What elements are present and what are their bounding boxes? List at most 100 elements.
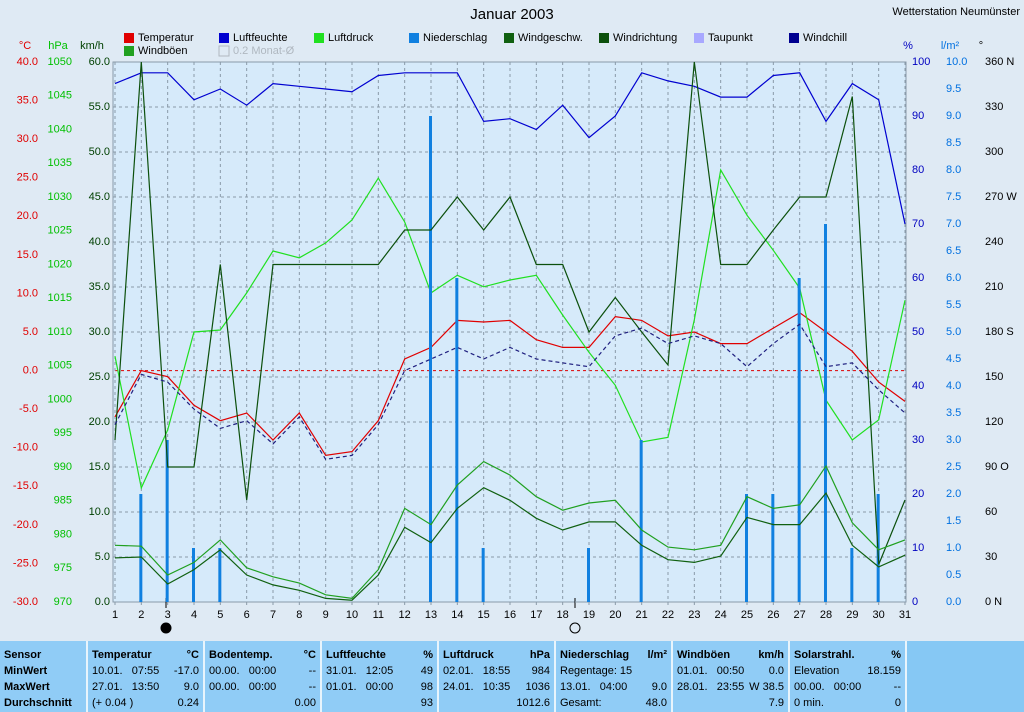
y-tick-label: 10.0 <box>17 287 38 299</box>
stat-value: 0.00 <box>294 697 316 709</box>
y-tick-label: 90 <box>912 110 924 122</box>
stat-cell: Elevation 18.159 <box>794 663 901 679</box>
stat-text: 01.01. 00:00 <box>326 681 394 693</box>
stat-cell: Gesamt: 48.0 <box>560 695 667 711</box>
legend-swatch <box>218 45 230 57</box>
axis-unit: % <box>903 40 913 52</box>
y-tick-label: 1000 <box>48 393 72 405</box>
stat-value: 98 <box>420 681 433 693</box>
axis-unit: ° <box>979 40 983 52</box>
y-tick-label: -10.0 <box>13 442 38 454</box>
y-tick-label: 2.5 <box>946 461 961 473</box>
y-tick-label: 1030 <box>48 191 72 203</box>
y-tick-label: 25.0 <box>89 371 110 383</box>
precip-bar <box>797 278 801 602</box>
x-tick-label: 27 <box>794 609 806 621</box>
y-tick-label: 360 N <box>985 56 1014 68</box>
x-tick-label: 23 <box>688 609 700 621</box>
stat-cell: 27.01. 13:50 9.0 <box>92 679 199 695</box>
x-tick-label: 19 <box>583 609 595 621</box>
y-tick-label: 3.0 <box>946 434 961 446</box>
precip-bar <box>639 440 643 602</box>
y-tick-label: 1.0 <box>946 542 961 554</box>
stat-value: 93 <box>420 697 433 709</box>
x-tick-label: 26 <box>767 609 779 621</box>
x-tick-label: 21 <box>636 609 648 621</box>
stat-cell: 7.9 <box>677 695 784 711</box>
y-tick-label: 7.5 <box>946 191 961 203</box>
y-tick-label: 985 <box>54 495 72 507</box>
y-tick-label: 210 <box>985 281 1003 293</box>
stat-value: 984 <box>531 665 550 677</box>
y-tick-label: 970 <box>54 596 72 608</box>
legend-label: Windgeschw. <box>518 32 583 44</box>
stat-column: Niederschlag l/m² Regentage: 15 13.01. 04:0… <box>556 641 673 712</box>
y-tick-label: 55.0 <box>89 101 110 113</box>
y-tick-label: 30.0 <box>17 133 38 145</box>
precip-bar <box>771 494 775 602</box>
stat-text: 00.00. 00:00 <box>794 681 862 693</box>
stat-value: W 38.5 <box>749 681 784 693</box>
legend-swatch <box>504 33 514 43</box>
y-tick-label: 1020 <box>48 258 72 270</box>
stat-cell: (+ 0.04 ) 0.24 <box>92 695 199 711</box>
column-title: Bodentemp. <box>209 649 273 661</box>
y-tick-label: 60 <box>985 506 997 518</box>
stat-column: Bodentemp. °C 00.00. 00:00 -- 00.00. 00:00 --… <box>205 641 322 712</box>
x-tick-label: 10 <box>346 609 358 621</box>
stat-cell: 01.01. 00:00 98 <box>326 679 433 695</box>
y-tick-label: 15.0 <box>89 461 110 473</box>
column-header: Temperatur °C <box>92 647 199 663</box>
precip-bar <box>165 440 169 602</box>
stat-column: Luftdruck hPa 02.01. 18:55 984 24.01. 10:35 1… <box>439 641 556 712</box>
legend-label: Taupunkt <box>708 32 753 44</box>
legend-label: Windböen <box>138 45 188 57</box>
series-line <box>114 311 906 457</box>
x-tick-label: 9 <box>323 609 329 621</box>
stat-cell: 00.00. 00:00 -- <box>209 663 316 679</box>
series-line <box>114 323 906 460</box>
y-tick-label: 20.0 <box>17 210 38 222</box>
stat-value: 0 <box>894 697 901 709</box>
precip-bar <box>745 494 748 602</box>
y-tick-label: 40 <box>912 380 924 392</box>
stat-column: Luftfeuchte% 31.01. 12:05 49 01.01. 00:00 98… <box>322 641 439 712</box>
stat-value: 0.0 <box>768 665 784 677</box>
legend-swatch <box>409 33 419 43</box>
x-tick-label: 15 <box>478 609 490 621</box>
x-tick-label: 20 <box>609 609 621 621</box>
y-tick-label: 35.0 <box>17 94 38 106</box>
y-tick-label: 1015 <box>48 292 72 304</box>
stat-cell: 0.00 <box>209 695 316 711</box>
precip-bar <box>139 494 143 602</box>
y-tick-label: 60 <box>912 272 924 284</box>
legend-swatch <box>694 33 704 43</box>
series-line <box>114 460 906 600</box>
stat-value: -- <box>308 681 316 693</box>
y-tick-label: 0 N <box>985 596 1002 608</box>
precip-bar <box>850 548 854 602</box>
y-tick-label: 5.0 <box>23 326 38 338</box>
column-title: Temperatur <box>92 649 152 661</box>
y-tick-label: 20 <box>912 488 924 500</box>
stat-value: 1012.6 <box>516 697 550 709</box>
y-tick-label: -30.0 <box>13 596 38 608</box>
legend-label: Luftdruck <box>328 32 374 44</box>
x-tick-label: 3 <box>165 609 171 621</box>
y-tick-label: 2.0 <box>946 488 961 500</box>
series-line <box>114 486 906 601</box>
y-tick-label: 80 <box>912 164 924 176</box>
column-unit: hPa <box>529 649 550 661</box>
stat-value: 48.0 <box>645 697 667 709</box>
y-tick-label: -25.0 <box>13 557 38 569</box>
y-tick-label: 270 W <box>985 191 1017 203</box>
stat-value: 1036 <box>525 681 550 693</box>
stat-value: 18.159 <box>867 665 901 677</box>
y-tick-label: 5.0 <box>946 326 961 338</box>
column-header: Windböen km/h <box>677 647 784 663</box>
stats-table: Sensor MinWert MaxWert Durchschnitt Temperat… <box>0 641 1024 712</box>
column-title: Luftfeuchte <box>326 649 386 661</box>
legend-swatch <box>124 46 134 56</box>
y-tick-label: 4.0 <box>946 380 961 392</box>
y-tick-label: 150 <box>985 371 1003 383</box>
